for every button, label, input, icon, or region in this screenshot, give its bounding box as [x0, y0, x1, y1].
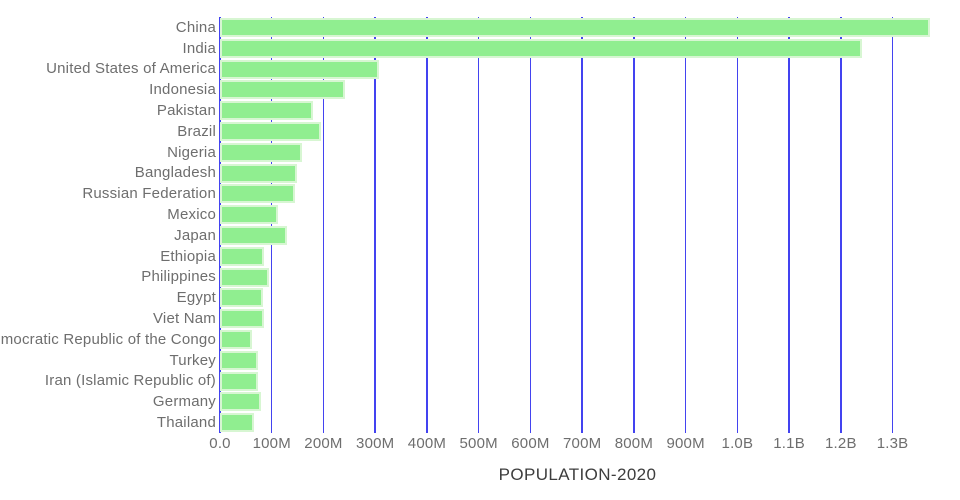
- bar: [220, 371, 259, 391]
- bar: [220, 205, 279, 225]
- gridline: [581, 17, 583, 433]
- x-axis-tick-label: 800M: [614, 435, 654, 452]
- y-axis-label: Indonesia: [149, 81, 216, 99]
- gridline: [477, 17, 480, 433]
- plot-area: [219, 17, 935, 433]
- y-axis-label: Brazil: [177, 122, 216, 140]
- gridline: [322, 17, 325, 433]
- y-axis-label: Japan: [174, 226, 216, 244]
- x-axis-tick-label: 1.3B: [876, 435, 909, 452]
- x-axis-tick-label: 1.2B: [824, 435, 857, 452]
- bar: [220, 309, 265, 329]
- bar: [220, 80, 346, 100]
- bar: [220, 59, 380, 79]
- bar: [220, 184, 296, 204]
- x-axis-tick-label: 700M: [562, 435, 602, 452]
- y-axis-label: United States of America: [46, 60, 216, 78]
- x-axis-tick-label: 100M: [252, 435, 291, 452]
- bar: [220, 121, 321, 141]
- x-axis-tick-label: 1.0B: [721, 435, 754, 452]
- bar: [220, 246, 265, 266]
- bars: [220, 17, 935, 433]
- y-axis-label: Bangladesh: [134, 164, 216, 182]
- gridline: [788, 17, 790, 433]
- gridline: [891, 17, 894, 433]
- chart-title: POPULATION-2020: [498, 465, 657, 484]
- y-axis-label: Pakistan: [156, 102, 216, 120]
- y-axis-label: India: [182, 39, 216, 57]
- y-axis-label: Egypt: [176, 289, 216, 307]
- x-axis-tick-label: 900M: [666, 435, 705, 452]
- y-axis-label: Philippines: [141, 268, 216, 286]
- bar: [220, 225, 287, 245]
- bar: [220, 17, 931, 37]
- bar: [220, 392, 261, 412]
- gridline: [374, 17, 376, 433]
- y-axis-labels: China India United States of America Indone…: [0, 17, 216, 433]
- bar: [220, 413, 255, 433]
- gridline: [219, 17, 221, 433]
- bar: [220, 288, 263, 308]
- gridline: [270, 17, 273, 433]
- y-axis-label: Russian Federation: [82, 185, 216, 203]
- gridline: [426, 17, 428, 433]
- y-axis-label: Democratic Republic of the Congo: [0, 330, 216, 348]
- x-axis-tick-label: 200M: [304, 435, 343, 452]
- x-axis-tick-label: 0.0: [209, 435, 231, 452]
- x-axis-tick-label: 1.1B: [773, 435, 805, 452]
- x-axis-tick-label: 400M: [407, 435, 447, 452]
- bar: [220, 142, 303, 162]
- bar: [220, 101, 313, 121]
- y-axis-label: Nigeria: [167, 143, 216, 161]
- x-axis-tick-label: 600M: [511, 435, 550, 452]
- bar: [220, 163, 297, 183]
- y-axis-label: Germany: [152, 393, 216, 411]
- bar: [220, 38, 863, 58]
- y-axis-label: Iran (Islamic Republic of): [44, 372, 216, 390]
- y-axis-label: Viet Nam: [152, 310, 216, 328]
- y-axis-label: Turkey: [169, 351, 216, 369]
- y-axis-label: Mexico: [167, 206, 216, 224]
- gridline: [736, 17, 739, 433]
- gridline: [840, 17, 842, 433]
- x-axis-tick-label: 300M: [356, 435, 395, 452]
- x-axis-labels: 0.0 100M 200M 300M 400M 500M 600M 700M 800M 900M 1…: [209, 435, 935, 455]
- gridline: [684, 17, 687, 433]
- bar: [220, 267, 270, 287]
- y-axis-label: Thailand: [156, 414, 216, 432]
- gridlines: [219, 17, 935, 433]
- gridline: [633, 17, 635, 433]
- bar: [220, 329, 252, 349]
- y-axis-label: China: [175, 18, 216, 36]
- y-axis-label: Ethiopia: [160, 247, 216, 265]
- bar: [220, 350, 258, 370]
- x-axis-tick-label: 500M: [459, 435, 498, 452]
- gridline: [529, 17, 532, 433]
